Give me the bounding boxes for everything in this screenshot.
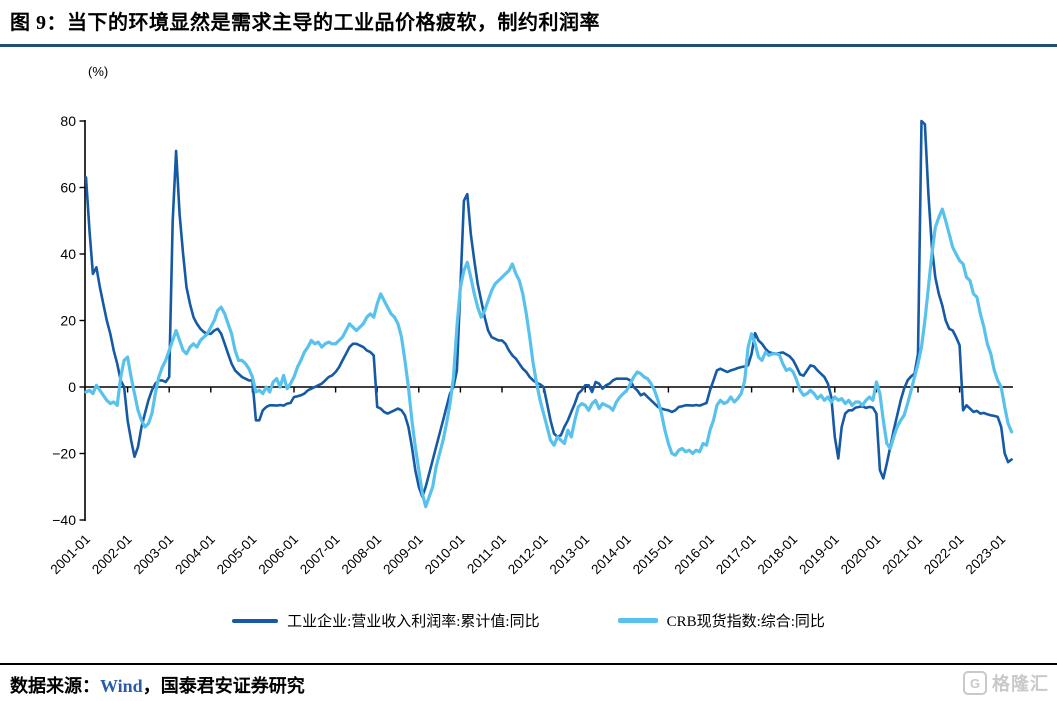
x-tick-label: 2016-01: [671, 532, 717, 578]
x-tick-label: 2021-01: [879, 532, 925, 578]
x-tick-label: 2013-01: [547, 532, 593, 578]
x-tick-label: 2023-01: [963, 532, 1009, 578]
x-tick-label: 2014-01: [588, 532, 634, 578]
x-tick-label: 2012-01: [505, 532, 551, 578]
industrial-profit-margin-line: [84, 119, 1013, 499]
industrial-series-swatch: [232, 618, 279, 623]
title-divider: [0, 44, 1057, 47]
data-source-note: 数据来源：Wind，国泰君安证券研究: [10, 672, 305, 698]
x-tick-label: 2008-01: [339, 532, 385, 578]
x-tick-label: 2003-01: [131, 532, 177, 578]
x-tick-label: 2015-01: [630, 532, 676, 578]
footer-divider: [0, 663, 1057, 665]
y-tick-label: −20: [52, 446, 76, 462]
page-title: 图 9：当下的环境显然是需求主导的工业品价格疲软，制约利润率: [10, 12, 600, 34]
y-tick-label: 80: [60, 113, 76, 129]
y-tick-label: −40: [52, 512, 76, 528]
source-brand: Wind: [100, 676, 143, 696]
chart-legend: 工业企业:营业收入利润率:累计值:同比 CRB现货指数:综合:同比: [0, 610, 1057, 631]
x-tick-label: 2006-01: [255, 532, 301, 578]
x-tick-label: 2022-01: [921, 532, 967, 578]
x-tick-label: 2005-01: [214, 532, 260, 578]
x-tick-label: 2002-01: [89, 532, 135, 578]
x-tick-label: 2007-01: [297, 532, 343, 578]
y-tick-label: 60: [60, 180, 76, 196]
x-tick-label: 2004-01: [172, 532, 218, 578]
x-tick-label: 2001-01: [47, 532, 93, 578]
y-axis-unit-label: (%): [88, 64, 109, 79]
x-tick-label: 2009-01: [380, 532, 426, 578]
watermark-text: 格隆汇: [992, 674, 1049, 694]
y-tick-label: 0: [68, 379, 76, 395]
x-tick-label: 2010-01: [422, 532, 468, 578]
line-chart: 80 60 40 20 0 −20 −40 2001-012002-012003-012004…: [47, 113, 1014, 578]
y-tick-label: 20: [60, 313, 76, 329]
x-tick-label: 2017-01: [713, 532, 759, 578]
source-suffix: ，国泰君安证券研究: [142, 676, 305, 696]
legend-item-industrial: 工业企业:营业收入利润率:累计值:同比: [232, 610, 540, 631]
x-tick-label: 2020-01: [838, 532, 884, 578]
y-tick-label: 40: [60, 246, 76, 262]
legend-item-crb: CRB现货指数:综合:同比: [617, 610, 825, 631]
gelonghui-logo-icon: G: [963, 671, 987, 695]
x-tick-label: 2019-01: [796, 532, 842, 578]
crb-series-swatch: [617, 618, 658, 623]
watermark: G 格隆汇: [963, 670, 1049, 696]
industrial-series-label: 工业企业:营业收入利润率:累计值:同比: [287, 614, 540, 630]
crb-spot-index-line: [84, 207, 1014, 509]
crb-series-label: CRB现货指数:综合:同比: [666, 614, 825, 630]
source-prefix: 数据来源：: [10, 676, 100, 696]
x-tick-label: 2011-01: [464, 532, 509, 577]
x-tick-label: 2018-01: [755, 532, 801, 578]
